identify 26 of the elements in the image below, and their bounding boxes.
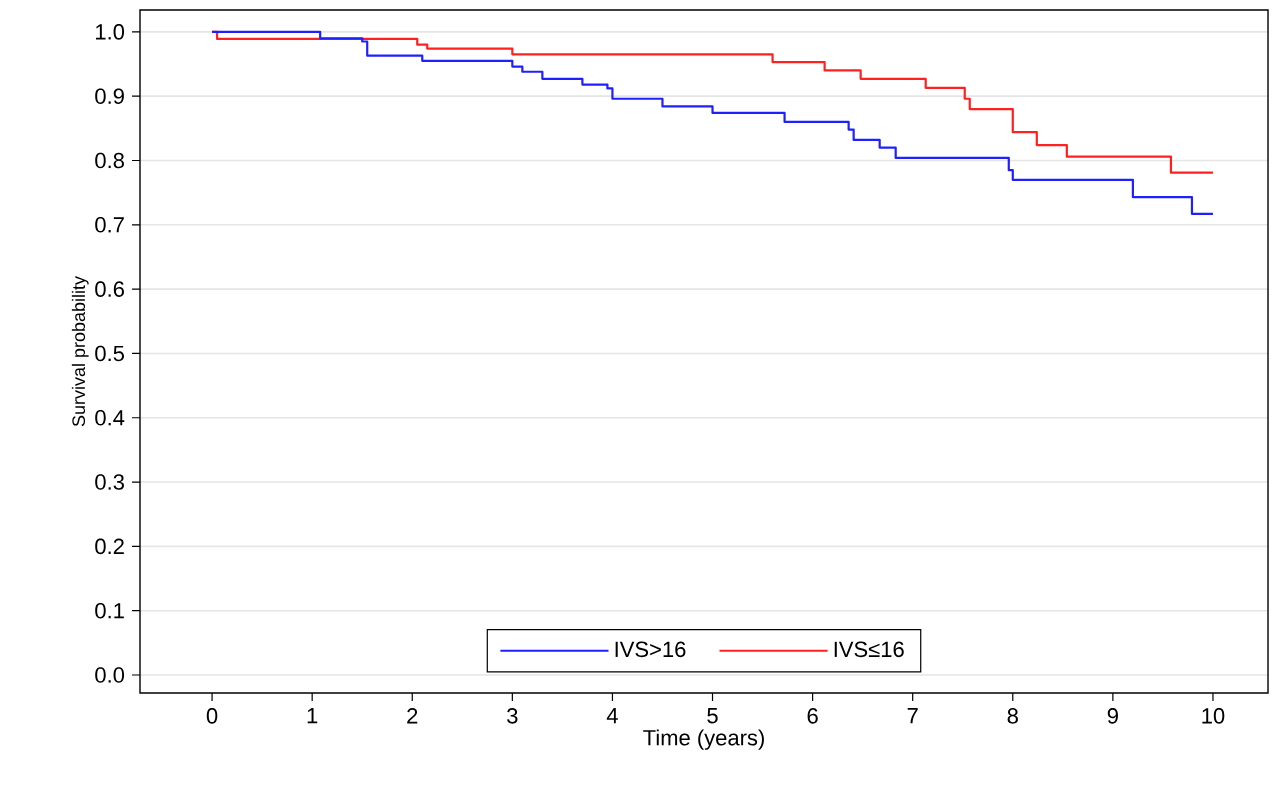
y-tick-label: 0.9 (95, 88, 124, 104)
y-tick-label: 0.2 (95, 538, 124, 555)
x-tick-label: 1 (307, 708, 318, 724)
y-axis-title: Survival probability (71, 276, 89, 427)
x-tick-label: 2 (407, 708, 418, 724)
x-axis-title: Time (years) (643, 729, 764, 750)
x-tick-label: 8 (1007, 708, 1018, 724)
x-tick-label: 0 (206, 708, 218, 724)
y-tick-label: 0.6 (95, 281, 124, 297)
legend-label: IVS>16 (615, 641, 686, 658)
x-tick-label: 5 (707, 708, 718, 724)
y-tick-label: 0.7 (95, 217, 124, 233)
y-tick-label: 1.0 (96, 24, 125, 40)
y-tick-label: 0.4 (95, 409, 125, 426)
y-tick-label: 0.0 (95, 667, 125, 683)
y-tick-label: 0.3 (95, 474, 124, 490)
x-tick-label: 7 (907, 708, 918, 724)
x-tick-label: 9 (1107, 708, 1118, 724)
legend-label: IVS≤16 (834, 641, 904, 658)
x-tick-label: 10 (1202, 708, 1225, 724)
y-tick-label: 0.1 (95, 602, 124, 619)
y-tick-label: 0.8 (95, 152, 124, 169)
x-tick-label: 4 (606, 708, 618, 724)
y-tick-label: 0.5 (95, 345, 124, 362)
x-tick-label: 6 (807, 708, 818, 724)
x-tick-label: 3 (507, 708, 518, 724)
